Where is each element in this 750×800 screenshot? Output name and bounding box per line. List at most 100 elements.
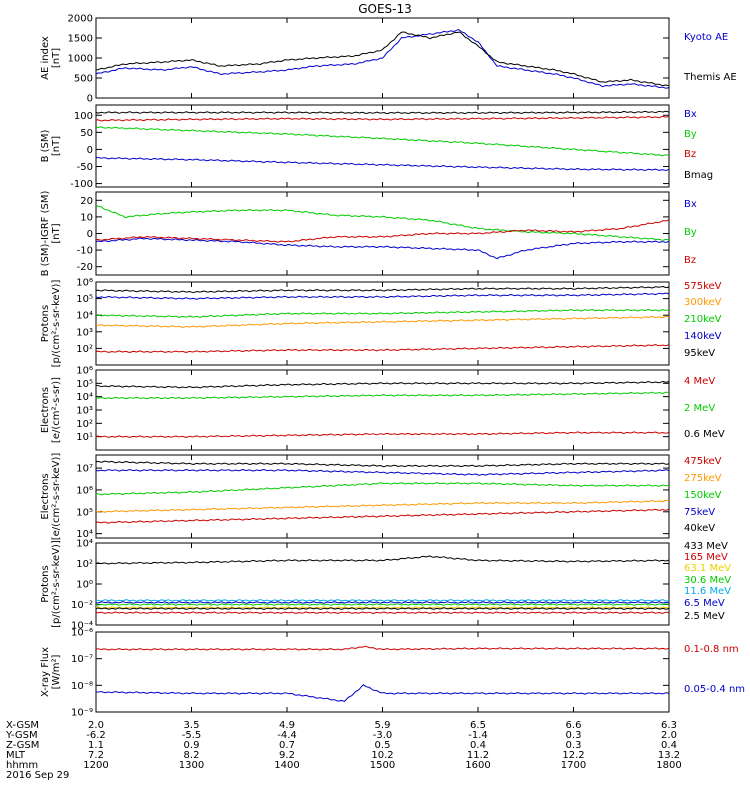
y-axis-label-line: [nT] bbox=[51, 48, 62, 68]
legend-entry: 575keV bbox=[684, 281, 722, 292]
y-tick-label: -20 bbox=[77, 262, 93, 273]
panel-bsm: -100 -50 0 50 100 B (SM)[nT] Bx By Bz Bmag bbox=[40, 104, 713, 190]
series-line-protons-2 bbox=[95, 309, 670, 318]
legend-entry: 95keV bbox=[684, 348, 715, 359]
y-tick-label: 2000 bbox=[68, 14, 93, 25]
legend-entry: By bbox=[684, 227, 697, 238]
series-line-electrons_kev-4 bbox=[95, 460, 670, 468]
y-tick-label: 10³ bbox=[76, 406, 93, 417]
x-tick-label: 5.9 bbox=[375, 720, 391, 731]
series-line-bsm-0 bbox=[95, 156, 670, 171]
series-line-protons_mev-4 bbox=[95, 599, 670, 602]
legend-entry: 0.1-0.8 nm bbox=[684, 644, 739, 655]
y-axis-label-line: [p/(cm²-s-sr-keV)] bbox=[51, 540, 62, 628]
x-tick-label: 0.9 bbox=[184, 740, 200, 751]
x-axis-row-label: Y-GSM bbox=[5, 730, 38, 741]
series-line-electrons_kev-2 bbox=[95, 482, 670, 496]
y-tick-label: -10 bbox=[77, 246, 93, 257]
y-tick-label: 1500 bbox=[68, 34, 93, 45]
legend-entry: 210keV bbox=[684, 314, 722, 325]
y-axis-label: B (SM)-IGRF (SM)[nT] bbox=[40, 191, 62, 277]
legend-entry: Bx bbox=[684, 199, 697, 210]
x-tick-label: 1300 bbox=[179, 760, 204, 771]
panel-protons_mev: 10⁻⁴ 10⁻² 10⁰ 10² 10⁴ Protons[p/(cm²-s-sr-keV… bbox=[40, 539, 731, 632]
y-tick-label: 10⁻⁶ bbox=[71, 628, 93, 639]
legend-entry: Bz bbox=[684, 149, 696, 160]
y-tick-label: 0 bbox=[87, 94, 93, 105]
y-tick-label: 500 bbox=[74, 74, 93, 85]
series-line-protons-3 bbox=[95, 292, 670, 300]
legend-entry: Bmag bbox=[684, 170, 713, 181]
series-line-protons_mev-5 bbox=[95, 601, 670, 604]
x-tick-label: 2.0 bbox=[661, 730, 677, 741]
x-tick-label: 7.2 bbox=[88, 750, 104, 761]
x-axis-row-label: X-GSM bbox=[6, 720, 39, 731]
x-tick-label: -3.0 bbox=[373, 730, 393, 741]
y-tick-label: 10⁰ bbox=[76, 580, 93, 591]
panel-frame bbox=[95, 104, 670, 188]
x-tick-label: 8.2 bbox=[184, 750, 200, 761]
x-tick-label: -4.4 bbox=[277, 730, 297, 741]
y-tick-label: 10² bbox=[76, 344, 93, 355]
y-tick-label: 50 bbox=[80, 128, 93, 139]
legend-entry: 11.6 MeV bbox=[684, 586, 731, 597]
y-tick-label: 10³ bbox=[76, 327, 93, 338]
y-tick-label: 10⁵ bbox=[76, 507, 93, 518]
y-tick-label: 10⁻⁸ bbox=[71, 681, 93, 692]
x-tick-label: 6.3 bbox=[661, 720, 677, 731]
y-axis-label-line: Protons bbox=[40, 565, 51, 602]
legend-entry: By bbox=[684, 129, 697, 140]
y-tick-label: 10⁴ bbox=[76, 539, 93, 550]
series-line-protons_mev-3 bbox=[95, 603, 670, 606]
series-line-electrons_kev-3 bbox=[95, 469, 670, 476]
chart-title: GOES-13 bbox=[358, 2, 412, 16]
y-tick-label: 10⁵ bbox=[76, 379, 93, 390]
legend-entry: 150keV bbox=[684, 490, 722, 501]
panel-xray: 10⁻⁹ 10⁻⁸ 10⁻⁷ 10⁻⁶ X-ray Flux[W/m²] 0.1-0.8 … bbox=[40, 628, 745, 719]
legend-entry: 40keV bbox=[684, 523, 715, 534]
legend-entry: 275keV bbox=[684, 473, 722, 484]
y-tick-label: 10⁻² bbox=[71, 600, 93, 611]
y-tick-label: 20 bbox=[80, 196, 93, 207]
series-line-protons-1 bbox=[95, 315, 670, 328]
legend-entry: 30.6 MeV bbox=[684, 575, 731, 586]
y-axis-label: B (SM)[nT] bbox=[40, 129, 62, 162]
series-line-ae-0 bbox=[95, 29, 670, 89]
y-axis-label: X-ray Flux[W/m²] bbox=[40, 647, 62, 697]
x-tick-label: 0.5 bbox=[375, 740, 391, 751]
legend-entry: 0.05-0.4 nm bbox=[684, 684, 745, 695]
panel-electrons_mev: 10¹ 10² 10³ 10⁴ 10⁵ 10⁶ Electrons[e/(cm²-s-sr)… bbox=[40, 366, 725, 451]
x-tick-label: 0.7 bbox=[279, 740, 295, 751]
y-axis-label-line: Electrons bbox=[40, 473, 51, 519]
y-tick-label: 10⁷ bbox=[76, 464, 93, 475]
y-axis-label-line: [nT] bbox=[51, 136, 62, 156]
y-axis-label-line: [nT] bbox=[51, 223, 62, 243]
y-tick-label: 10⁴ bbox=[76, 392, 93, 403]
y-tick-label: 10⁻⁹ bbox=[71, 708, 93, 719]
series-line-ae-1 bbox=[95, 31, 670, 87]
legend-entry: 300keV bbox=[684, 297, 722, 308]
y-tick-label: 0 bbox=[87, 229, 93, 240]
y-tick-label: 100 bbox=[74, 111, 93, 122]
y-tick-label: 10⁶ bbox=[76, 485, 93, 496]
x-tick-label: -1.4 bbox=[468, 730, 488, 741]
y-tick-label: 1000 bbox=[68, 54, 93, 65]
y-axis-label: Protons[p/(cm²-s-sr-keV)] bbox=[40, 540, 62, 628]
y-tick-label: -50 bbox=[77, 162, 93, 173]
series-line-protons_mev-6 bbox=[95, 607, 670, 610]
y-axis-label-line: [e/(cm²-s-sr-keV)] bbox=[51, 453, 62, 541]
y-axis-label-line: [W/m²] bbox=[51, 654, 62, 689]
legend-entry: 63.1 MeV bbox=[684, 563, 731, 574]
series-line-bsm-1 bbox=[95, 126, 670, 157]
y-axis-label-line: AE index bbox=[40, 36, 51, 80]
x-tick-label: 1700 bbox=[561, 760, 586, 771]
legend-entry: Bx bbox=[684, 109, 697, 120]
legend-entry: 6.5 MeV bbox=[684, 598, 725, 609]
x-tick-label: 1.1 bbox=[88, 740, 104, 751]
x-tick-label: 2.0 bbox=[88, 720, 104, 731]
legend-entry: 2 MeV bbox=[684, 403, 715, 414]
series-line-electrons_mev-1 bbox=[95, 391, 670, 400]
series-line-bsm-3 bbox=[95, 110, 670, 115]
x-tick-label: -5.5 bbox=[182, 730, 202, 741]
